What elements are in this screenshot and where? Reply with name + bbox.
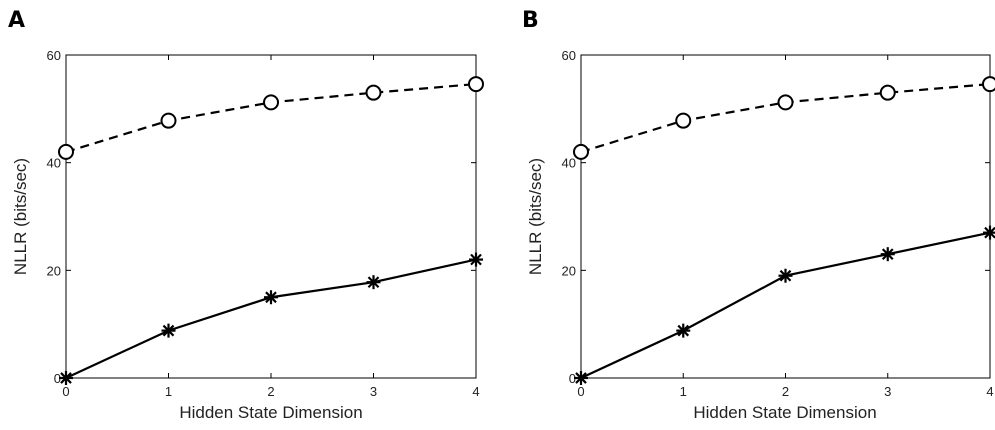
y-tick-label: 60 (562, 48, 576, 63)
asterisk-stroke (881, 248, 894, 261)
circle-marker (58, 143, 74, 160)
asterisk-stroke (575, 372, 587, 384)
dashed-series-line (65, 82, 477, 153)
y-tick-label: 20 (47, 263, 61, 278)
x-axis-title: Hidden State Dimension (179, 403, 362, 422)
asterisk-stroke (162, 324, 175, 337)
solid-series-line (65, 258, 477, 379)
dashed-series-line (580, 82, 991, 153)
y-tick-label: 40 (562, 156, 576, 171)
y-tick-label: 60 (47, 48, 61, 63)
asterisk-marker (469, 252, 483, 267)
asterisk-marker (983, 225, 995, 240)
y-tick-label: 0 (54, 371, 61, 386)
circle-marker (263, 94, 279, 111)
asterisk-marker (574, 371, 588, 385)
asterisk-marker (59, 371, 73, 385)
circle-marker (468, 76, 484, 93)
asterisk-stroke (470, 253, 482, 266)
asterisk-marker (676, 323, 691, 338)
x-tick-label: 0 (62, 384, 69, 399)
circle-marker (365, 84, 382, 101)
asterisk-stroke (984, 226, 995, 239)
circle-marker (675, 112, 692, 129)
y-tick-label: 20 (562, 263, 576, 278)
y-tick-label: 40 (47, 156, 61, 171)
x-tick-label: 0 (577, 384, 584, 399)
asterisk-stroke (265, 291, 277, 304)
asterisk-marker (880, 247, 895, 262)
circle-marker (160, 112, 177, 129)
x-tick-label: 3 (884, 384, 891, 399)
asterisk-stroke (367, 276, 380, 288)
asterisk-marker (366, 275, 381, 290)
asterisk-stroke (60, 372, 72, 384)
circle-marker (777, 94, 794, 111)
x-tick-label: 1 (165, 384, 172, 399)
x-tick-label: 3 (370, 384, 377, 399)
panel-letter-a: A (8, 8, 25, 33)
circle-marker (982, 76, 995, 93)
x-tick-label: 2 (782, 384, 789, 399)
circle-marker (573, 143, 589, 160)
solid-series-line (580, 231, 991, 379)
y-axis-title: NLLR (bits/sec) (526, 158, 545, 275)
asterisk-marker (778, 268, 793, 283)
asterisk-marker (161, 323, 176, 338)
asterisk-stroke (779, 269, 792, 282)
x-tick-label: 1 (680, 384, 687, 399)
circle-marker (879, 84, 896, 101)
panel-letter-b: B (522, 8, 539, 33)
asterisk-marker (264, 290, 278, 305)
y-tick-label: 0 (569, 371, 576, 386)
asterisk-stroke (677, 324, 690, 337)
y-axis-title: NLLR (bits/sec) (11, 158, 30, 275)
x-tick-label: 4 (472, 384, 479, 399)
x-axis-title: Hidden State Dimension (693, 403, 876, 422)
x-tick-label: 2 (267, 384, 274, 399)
x-tick-label: 4 (986, 384, 993, 399)
